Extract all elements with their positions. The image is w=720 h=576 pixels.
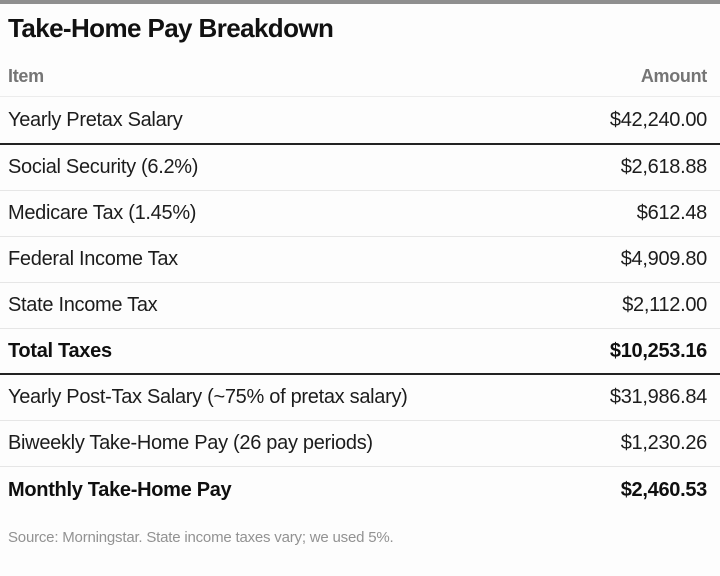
table-row-social-security: Social Security (6.2%) $2,618.88 xyxy=(0,145,720,192)
table-header-row: Item Amount xyxy=(0,66,720,98)
row-item-label: Total Taxes xyxy=(8,339,112,362)
table-row-state-income-tax: State Income Tax $2,112.00 xyxy=(0,283,720,330)
row-amount-value: $42,240.00 xyxy=(609,108,707,131)
row-amount-value: $1,230.26 xyxy=(620,432,708,455)
row-item-label: Federal Income Tax xyxy=(8,248,178,271)
column-header-item: Item xyxy=(8,66,44,87)
row-item-label: Biweekly Take-Home Pay (26 pay periods) xyxy=(8,432,373,455)
table-row-yearly-post-tax-salary: Yearly Post-Tax Salary (~75% of pretax s… xyxy=(0,375,720,422)
table-row-monthly-take-home-pay: Monthly Take-Home Pay $2,460.53 xyxy=(0,467,720,513)
table-row-biweekly-take-home-pay: Biweekly Take-Home Pay (26 pay periods) … xyxy=(0,421,720,468)
row-amount-value: $2,112.00 xyxy=(622,294,707,317)
row-item-label: Medicare Tax (1.45%) xyxy=(8,202,197,225)
row-amount-value: $2,460.53 xyxy=(620,478,708,501)
row-amount-value: $612.48 xyxy=(636,202,708,225)
source-note: Source: Morningstar. State income taxes … xyxy=(8,529,394,547)
row-item-label: Yearly Pretax Salary xyxy=(8,108,183,131)
table-row-yearly-pretax-salary: Yearly Pretax Salary $42,240.00 xyxy=(0,97,720,146)
table-row-total-taxes: Total Taxes $10,253.16 xyxy=(0,329,720,376)
row-amount-value: $2,618.88 xyxy=(620,156,708,179)
row-item-label: Social Security (6.2%) xyxy=(8,156,199,179)
row-amount-value: $10,253.16 xyxy=(609,339,707,362)
column-header-amount: Amount xyxy=(640,66,707,87)
table-row-federal-income-tax: Federal Income Tax $4,909.80 xyxy=(0,237,720,284)
row-item-label: Monthly Take-Home Pay xyxy=(8,478,232,501)
row-item-label: State Income Tax xyxy=(8,294,158,317)
page-title: Take-Home Pay Breakdown xyxy=(8,13,334,43)
row-amount-value: $31,986.84 xyxy=(609,386,707,409)
table-row-medicare-tax: Medicare Tax (1.45%) $612.48 xyxy=(0,191,720,238)
row-amount-value: $4,909.80 xyxy=(620,248,708,271)
row-item-label: Yearly Post-Tax Salary (~75% of pretax s… xyxy=(8,386,408,409)
top-accent-bar xyxy=(0,0,720,4)
